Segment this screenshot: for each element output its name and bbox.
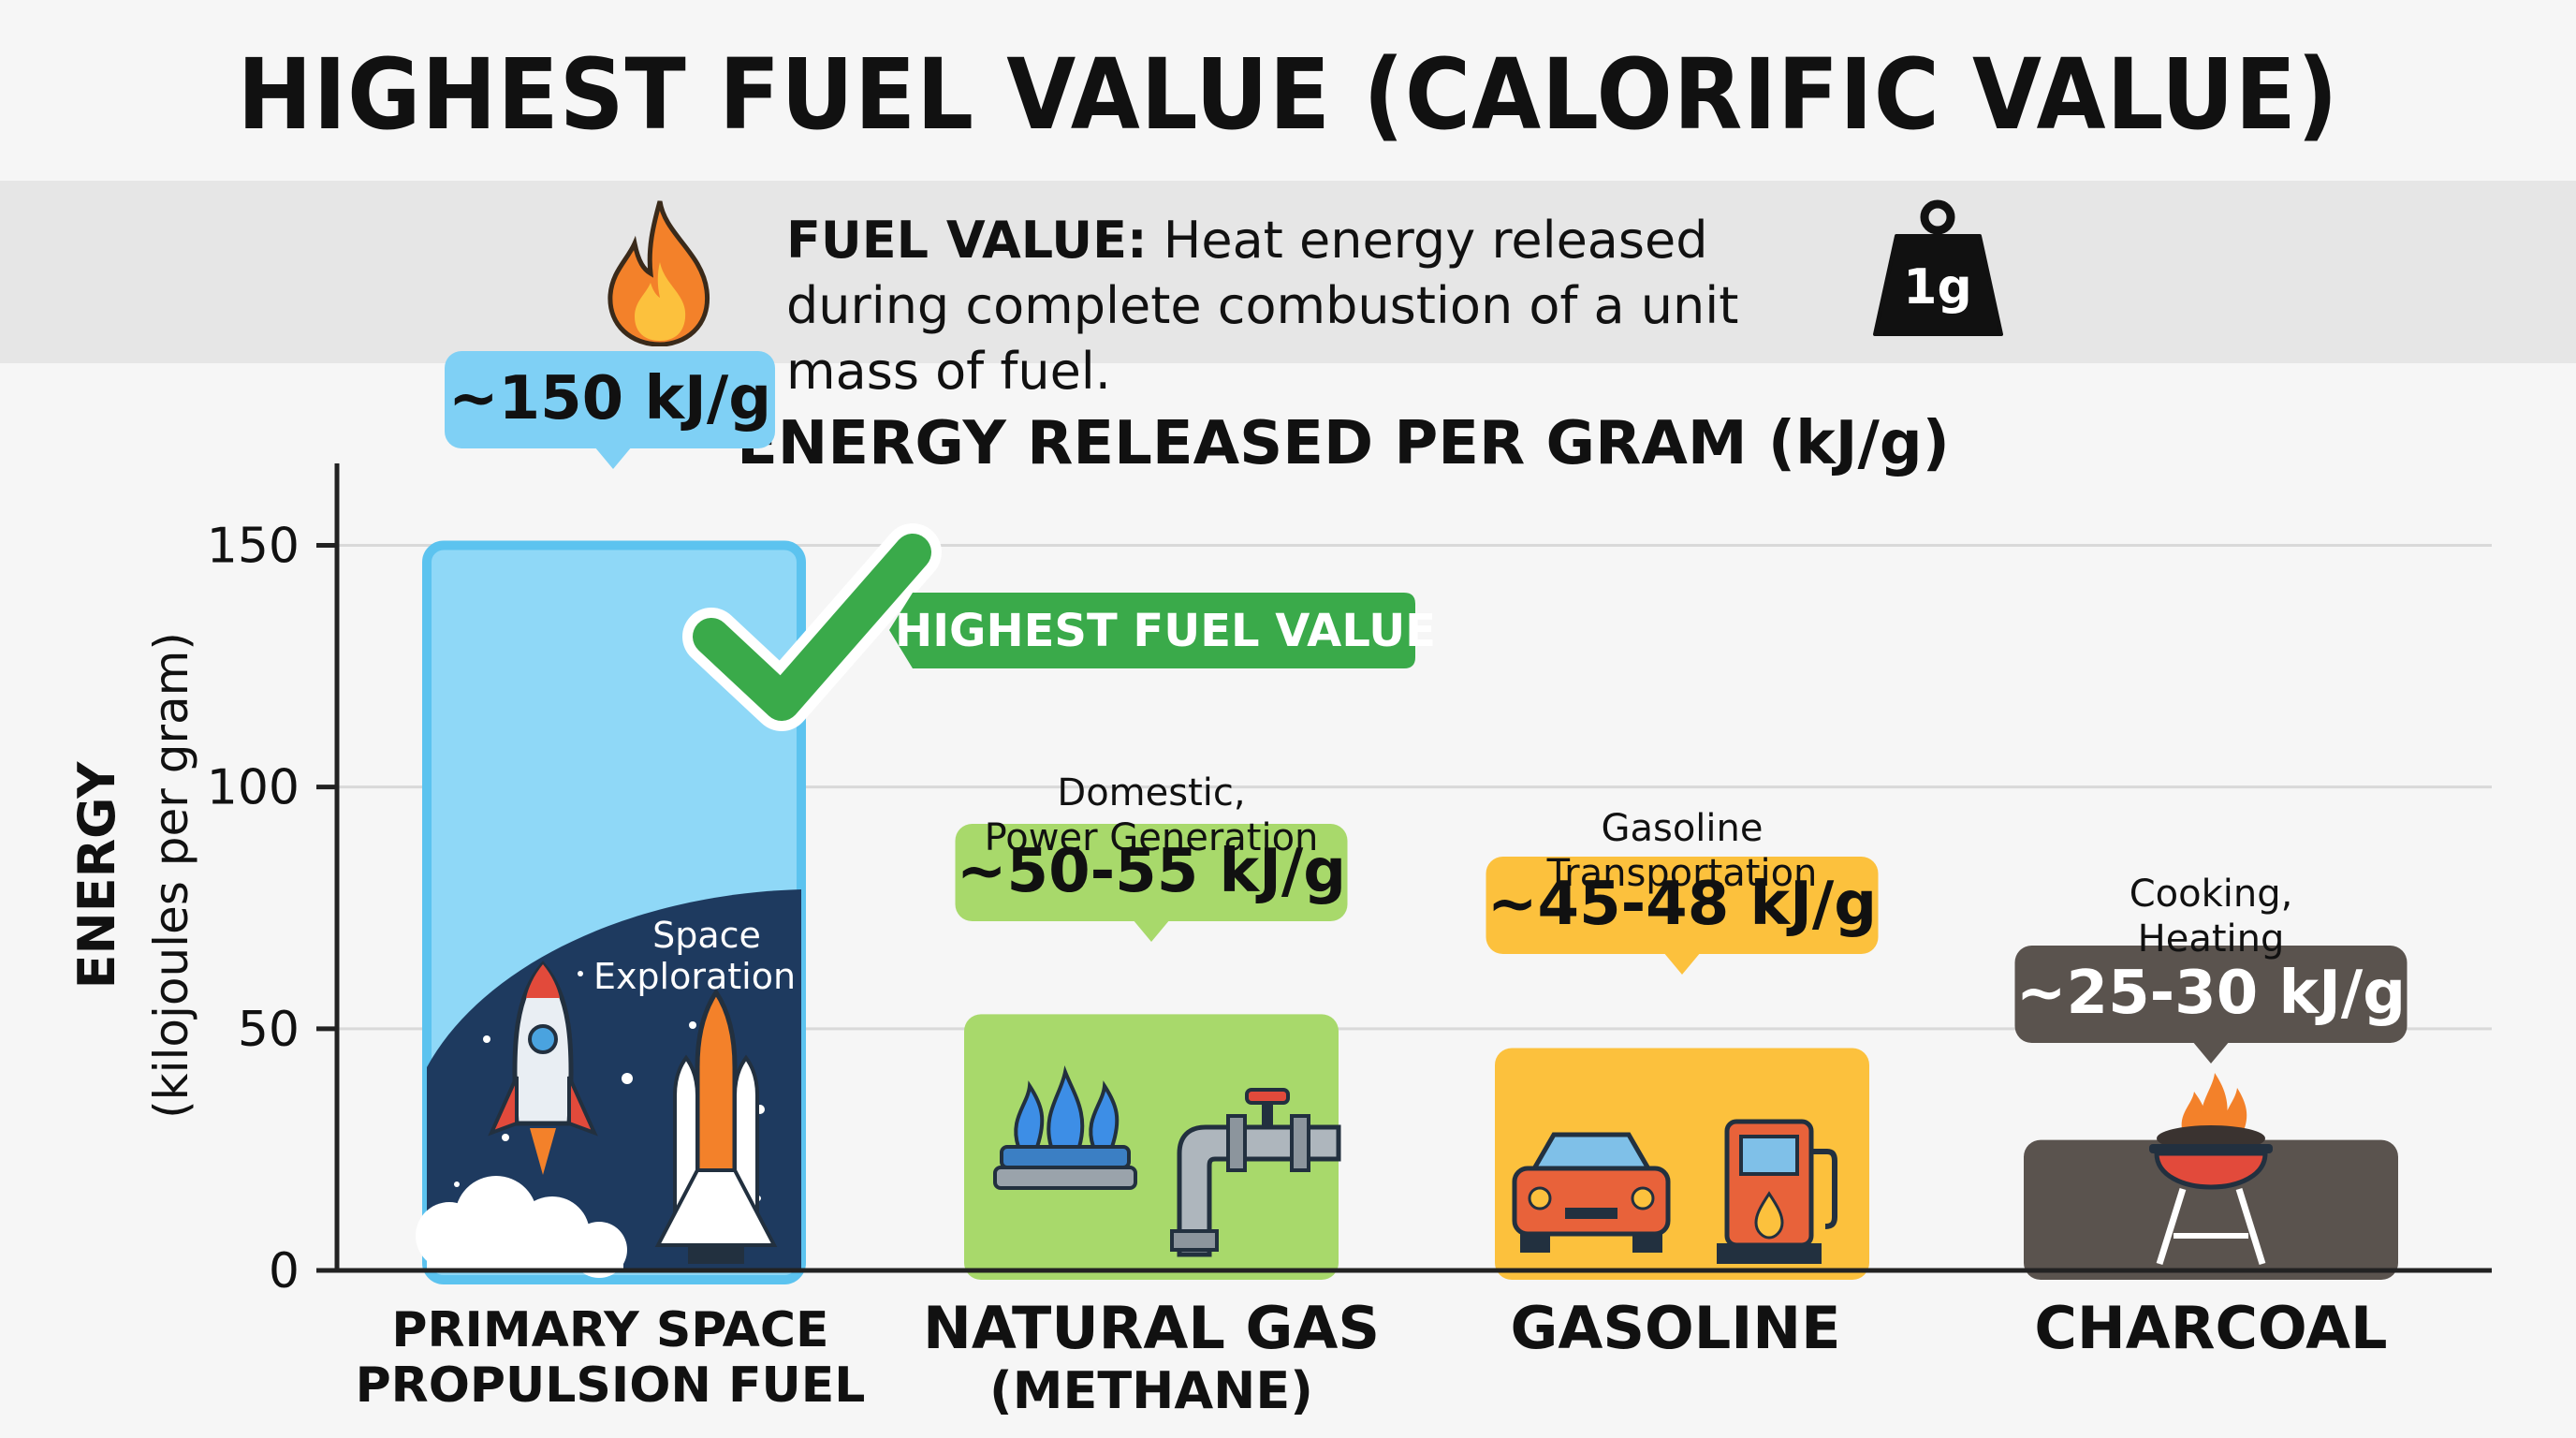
- use-line: Space: [652, 915, 761, 956]
- fuel-pump-icon: [1717, 1119, 1837, 1264]
- highlight-badge: HIGHEST FUEL VALUE: [889, 593, 1436, 668]
- category-label-line: PROPULSION FUEL: [356, 1357, 866, 1414]
- flame-icon: [607, 200, 710, 346]
- value-label: ~50-55 kJ/g: [957, 837, 1346, 906]
- use-line: Exploration: [593, 956, 796, 997]
- category-label-line: (METHANE): [989, 1361, 1313, 1420]
- value-label: ~45-48 kJ/g: [1487, 870, 1877, 939]
- use-annotation: Domestic, Power Generation: [985, 771, 1319, 859]
- y-tick-label: 0: [269, 1243, 300, 1299]
- value-callout: ~45-48 kJ/g: [1486, 857, 1879, 975]
- bar-group-charcoal: [2024, 1073, 2398, 1280]
- y-axis-subtitle: (kilojoules per gram): [144, 632, 198, 1119]
- cloud-icon: [416, 1176, 627, 1278]
- category-label: GASOLINE: [1510, 1294, 1840, 1362]
- value-label: ~25-30 kJ/g: [2016, 959, 2406, 1028]
- bar-charcoal: [2024, 1139, 2398, 1280]
- use-line: Domestic,: [1057, 771, 1245, 814]
- y-tick-label: 100: [207, 760, 300, 816]
- category-label-line: NATURAL GAS: [923, 1294, 1380, 1362]
- category-label-line: PRIMARY SPACE: [391, 1302, 828, 1358]
- category-label: PRIMARY SPACE PROPULSION FUEL: [356, 1302, 866, 1414]
- chart-title: ENERGY RELEASED PER GRAM (kJ/g): [737, 409, 1950, 478]
- gas-pipe-icon: [1170, 1088, 1341, 1257]
- use-line: Gasoline: [1601, 807, 1763, 850]
- tick-layer: 0 50 100 150: [207, 518, 337, 1299]
- value-callout: ~25-30 kJ/g: [2014, 946, 2408, 1064]
- car-icon: [1512, 1132, 1671, 1253]
- charcoal-grill-icon: [2149, 1073, 2273, 1266]
- use-line: Heating: [2138, 917, 2285, 961]
- space-shuttle-icon: [654, 988, 778, 1264]
- definition-term: FUEL VALUE:: [786, 211, 1148, 270]
- use-line: Cooking,: [2130, 873, 2293, 916]
- checkmark-icon: [693, 534, 931, 721]
- highlight-badge-label: HIGHEST FUEL VALUE: [895, 605, 1436, 657]
- y-tick-label: 150: [207, 518, 300, 574]
- page-title: HIGHEST FUEL VALUE (CALORIFIC VALUE): [237, 37, 2339, 152]
- weight-label: 1g: [1903, 259, 1971, 315]
- value-callout: ~150 kJ/g: [445, 351, 775, 469]
- category-label: CHARCOAL: [2034, 1294, 2387, 1362]
- weight-icon: 1g: [1873, 199, 2003, 336]
- use-line: Transportation: [1546, 852, 1818, 895]
- category-label: NATURAL GAS (METHANE): [923, 1294, 1380, 1420]
- definition-text: FUEL VALUE: Heat energy released during …: [786, 208, 1853, 404]
- bar-group-gasoline: [1495, 1048, 1869, 1280]
- value-label: ~150 kJ/g: [448, 364, 771, 433]
- use-line: Power Generation: [985, 816, 1319, 859]
- gas-burner-icon: [993, 1065, 1137, 1190]
- y-axis-title: ENERGY: [67, 761, 126, 990]
- category-label-line: GASOLINE: [1510, 1294, 1840, 1362]
- value-callout: ~50-55 kJ/g: [955, 824, 1348, 942]
- y-tick-label: 50: [238, 1002, 300, 1058]
- use-annotation: Space Exploration: [593, 915, 796, 997]
- use-annotation: Gasoline Transportation: [1546, 807, 1818, 895]
- use-annotation: Cooking, Heating: [2130, 873, 2293, 961]
- rocket-icon: [488, 961, 598, 1175]
- definition-body: Heat energy released during complete com…: [786, 211, 1739, 401]
- highlight-badge-shape: [889, 593, 1415, 668]
- bar-natural-gas: [964, 1014, 1339, 1280]
- category-label-line: CHARCOAL: [2034, 1294, 2387, 1362]
- bar-group-space: [416, 540, 806, 1284]
- definition-band: [0, 181, 2576, 363]
- bar-group-natural-gas: [964, 1014, 1341, 1280]
